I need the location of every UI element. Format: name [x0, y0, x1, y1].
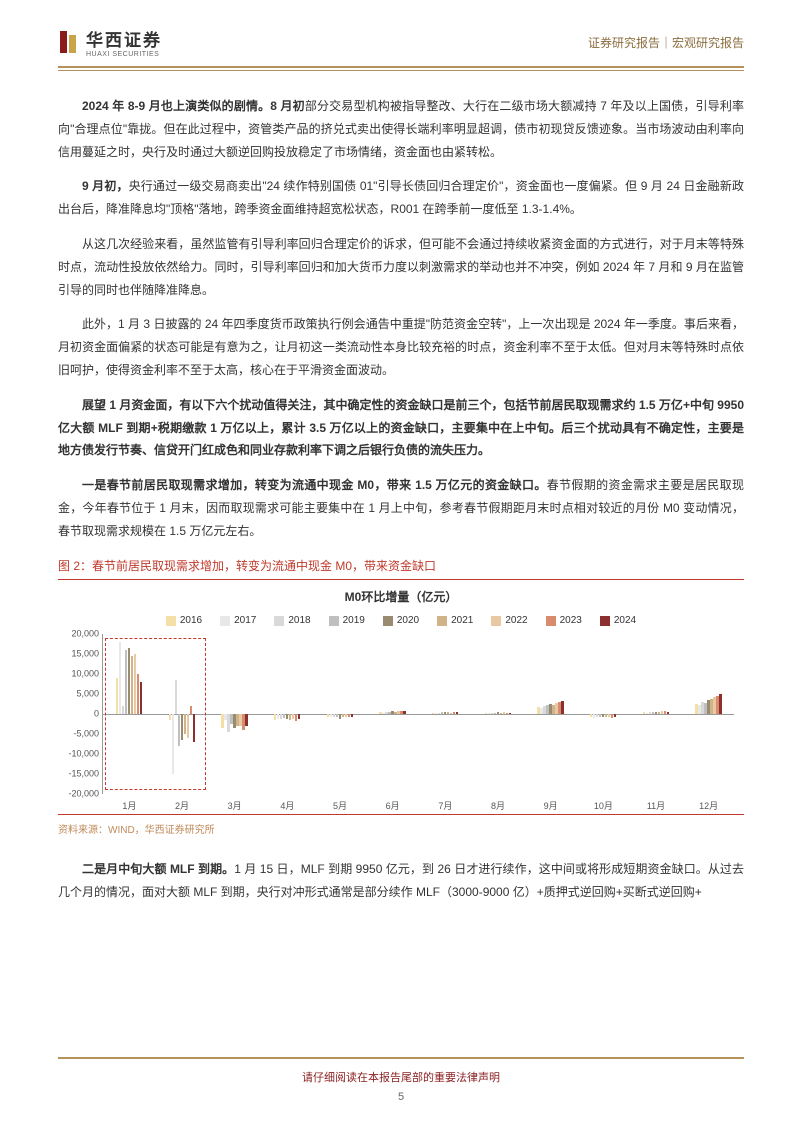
- bar: [561, 701, 564, 714]
- legend-swatch: [166, 616, 176, 626]
- bar: [667, 712, 670, 714]
- y-axis-label: -15,000: [59, 766, 99, 783]
- figure-rule-bottom: [58, 814, 744, 815]
- x-axis-label: 2月: [175, 798, 189, 815]
- paragraph-3: 从这几次经验来看，虽然监管有引导利率回归合理定价的诉求，但可能不会通过持续收紧资…: [58, 233, 744, 301]
- legend-label: 2019: [343, 611, 365, 630]
- legend-item: 2021: [437, 611, 473, 630]
- legend-item: 2018: [274, 611, 310, 630]
- header-rule-thick: [58, 66, 744, 68]
- y-axis-label: 20,000: [59, 626, 99, 643]
- y-axis-label: -5,000: [59, 726, 99, 743]
- y-axis-label: 0: [59, 706, 99, 723]
- legend-item: 2024: [600, 611, 636, 630]
- p1-lead: 2024 年 8-9 月也上演类似的剧情。8 月初: [82, 99, 305, 113]
- legend-swatch: [383, 616, 393, 626]
- x-axis-label: 3月: [228, 798, 242, 815]
- x-axis-label: 6月: [386, 798, 400, 815]
- legend-swatch: [491, 616, 501, 626]
- x-axis-label: 12月: [699, 798, 718, 815]
- y-axis-label: 15,000: [59, 646, 99, 663]
- legend-label: 2017: [234, 611, 256, 630]
- paragraph-4: 此外，1 月 3 日披露的 24 年四季度货币政策执行例会通告中重提"防范资金空…: [58, 313, 744, 381]
- main-content: 2024 年 8-9 月也上演类似的剧情。8 月初部分交易型机构被指导整改、大行…: [0, 71, 802, 904]
- legend-label: 2023: [560, 611, 582, 630]
- y-axis-label: 10,000: [59, 666, 99, 683]
- x-axis-label: 7月: [438, 798, 452, 815]
- legend-label: 2022: [505, 611, 527, 630]
- legend-swatch: [600, 616, 610, 626]
- m0-chart: M0环比增量（亿元） 20162017201820192020202120222…: [58, 586, 744, 796]
- logo-icon: [58, 29, 80, 55]
- legend-swatch: [220, 616, 230, 626]
- legend-swatch: [329, 616, 339, 626]
- bar: [509, 713, 512, 715]
- legend-item: 2020: [383, 611, 419, 630]
- p6-lead: 一是春节前居民取现需求增加，转变为流通中现金 M0，带来 1.5 万亿元的资金缺…: [82, 478, 547, 492]
- legend-item: 2023: [546, 611, 582, 630]
- document-type-title: 证券研究报告｜宏观研究报告: [588, 34, 744, 51]
- legend-item: 2017: [220, 611, 256, 630]
- y-axis-label: 5,000: [59, 686, 99, 703]
- bar: [245, 714, 248, 726]
- y-axis-label: -10,000: [59, 746, 99, 763]
- legend-label: 2016: [180, 611, 202, 630]
- paragraph-7: 二是月中旬大额 MLF 到期。1 月 15 日，MLF 到期 9950 亿元，到…: [58, 858, 744, 904]
- bar: [193, 714, 196, 742]
- page-header: 华西证券 HUAXI SECURITIES 证券研究报告｜宏观研究报告: [0, 0, 802, 66]
- bar: [614, 714, 617, 716]
- bar: [351, 714, 354, 716]
- legend-item: 2022: [491, 611, 527, 630]
- zero-axis-line: [103, 714, 734, 715]
- x-axis-label: 10月: [594, 798, 613, 815]
- chart-legend: 2016 2017 2018 2019 2020 2021 2022 2023 2024: [58, 611, 744, 630]
- disclaimer-text: 请仔细阅读在本报告尾部的重要法律声明: [0, 1069, 802, 1085]
- bar: [719, 694, 722, 714]
- paragraph-6: 一是春节前居民取现需求增加，转变为流通中现金 M0，带来 1.5 万亿元的资金缺…: [58, 474, 744, 542]
- paragraph-5: 展望 1 月资金面，有以下六个扰动值得关注，其中确定性的资金缺口是前三个，包括节…: [58, 394, 744, 462]
- chart-title: M0环比增量（亿元）: [58, 586, 744, 609]
- bar: [187, 714, 190, 738]
- bar: [140, 682, 143, 714]
- page-footer: 请仔细阅读在本报告尾部的重要法律声明 5: [0, 1057, 802, 1103]
- p7-lead: 二是月中旬大额 MLF 到期。: [82, 862, 234, 876]
- x-axis-label: 9月: [544, 798, 558, 815]
- x-axis-label: 11月: [647, 798, 665, 815]
- legend-item: 2019: [329, 611, 365, 630]
- legend-swatch: [437, 616, 447, 626]
- legend-label: 2021: [451, 611, 473, 630]
- paragraph-1: 2024 年 8-9 月也上演类似的剧情。8 月初部分交易型机构被指导整改、大行…: [58, 95, 744, 163]
- legend-item: 2016: [166, 611, 202, 630]
- x-axis-label: 8月: [491, 798, 505, 815]
- p2-body: 央行通过一级交易商卖出"24 续作特别国债 01"引导长债回归合理定价"，资金面…: [58, 179, 744, 216]
- bar: [403, 711, 406, 714]
- y-axis-label: -20,000: [59, 786, 99, 803]
- bar: [119, 642, 122, 714]
- bar: [456, 712, 459, 714]
- chart-plot-area: -20,000-15,000-10,000-5,00005,00010,0001…: [102, 634, 734, 794]
- footer-rule: [58, 1057, 744, 1059]
- bar: [172, 714, 175, 774]
- legend-label: 2018: [288, 611, 310, 630]
- legend-label: 2024: [614, 611, 636, 630]
- bar: [175, 680, 178, 714]
- bar: [298, 714, 301, 719]
- figure-rule-top: [58, 579, 744, 580]
- legend-swatch: [546, 616, 556, 626]
- page-number: 5: [0, 1091, 802, 1103]
- company-name-cn: 华西证券: [86, 26, 162, 51]
- legend-swatch: [274, 616, 284, 626]
- paragraph-2: 9 月初，央行通过一级交易商卖出"24 续作特别国债 01"引导长债回归合理定价…: [58, 175, 744, 221]
- figure-caption: 图 2：春节前居民取现需求增加，转变为流通中现金 M0，带来资金缺口: [58, 555, 744, 578]
- p2-lead: 9 月初，: [82, 179, 129, 193]
- bar: [190, 706, 193, 714]
- legend-label: 2020: [397, 611, 419, 630]
- x-axis-label: 5月: [333, 798, 347, 815]
- company-name-en: HUAXI SECURITIES: [86, 51, 162, 58]
- x-axis-label: 1月: [122, 798, 136, 815]
- x-axis-label: 4月: [280, 798, 294, 815]
- figure-source: 资料来源：WIND，华西证券研究所: [58, 821, 744, 840]
- company-logo: 华西证券 HUAXI SECURITIES: [58, 26, 162, 58]
